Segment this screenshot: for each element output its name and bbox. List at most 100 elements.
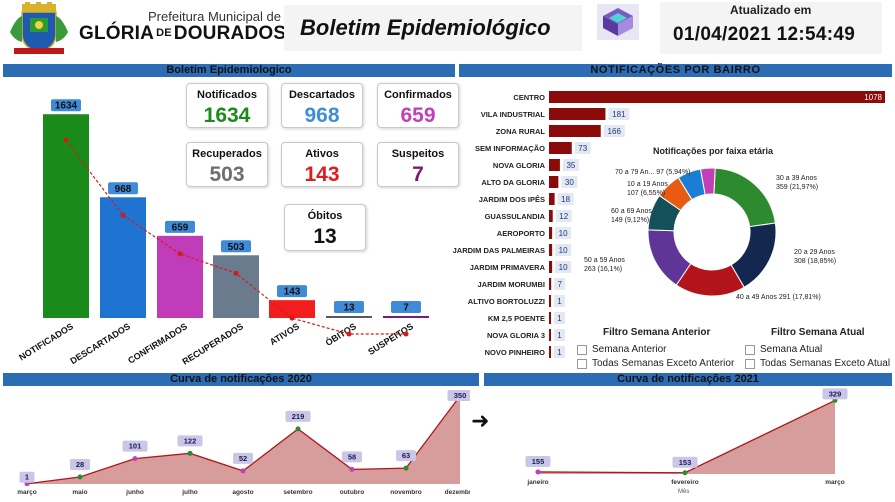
kpi-card-confirmados: Confirmados 659 [377,83,459,128]
bairro-bar [549,329,551,341]
trend-point [346,331,352,337]
donut-label: 70 a 79 An... 97 (5,94%) [615,169,691,176]
kpi-value: 1634 [203,104,251,127]
bar-value-label: 503 [228,242,245,253]
bairro-value-label: 30 [565,178,574,187]
kpi-card-suspeitos: Suspeitos 7 [377,142,459,187]
donut-label: 20 a 29 Anos 308 (18,85%) [794,249,836,265]
bairro-value-label: 10 [559,263,568,272]
bairro-bar [549,142,572,154]
bar-notificados [43,114,89,318]
kpi-card-notificados: Notificados 1634 [186,83,268,128]
curve-category-label: junho [125,489,144,496]
bairro-bar [549,176,559,188]
donut-label-line: 30 a 39 Anos [776,175,817,182]
kpi-value: 13 [313,225,337,248]
curve-point [403,465,409,471]
donut-label-line: 40 a 49 Anos 291 (17,81%) [736,294,821,301]
checkbox-icon[interactable] [745,358,755,369]
bairro-value-bg [603,125,625,137]
curve-category-label: março [825,479,845,486]
bairro-bar [549,193,555,205]
bairro-value-label: 12 [559,212,568,221]
cube-logo-icon [597,4,639,40]
curve-value-label: 329 [829,389,842,398]
curve-value-label: 63 [402,451,410,460]
bar-category-label: ATIVOS [268,321,301,347]
curve-value-bg [396,450,416,462]
bairro-label: VILA INDUSTRIAL [481,110,546,119]
bar-category-label: NOTIFICADOS [17,321,75,362]
curve-category-label: novembro [390,489,421,496]
donut-label: 40 a 49 Anos 291 (17,81%) [736,294,821,301]
section-bairros-title: NOTIFICAÇÕES POR BAIRRO [459,64,892,77]
bairro-label: ZONA RURAL [496,127,546,136]
header: Prefeitura Municipal de GLÓRIA DE DOURADOS… [0,0,895,58]
bairro-value-bg [554,346,565,358]
faixa-etaria-donut: 30 a 39 Anos 359 (21,97%) 20 a 29 Anos 308 … [584,167,836,301]
bairro-bar [549,91,885,103]
checkbox-icon[interactable] [577,358,587,369]
curve-value-label: 155 [532,457,545,466]
curve-value-label: 350 [454,391,467,400]
donut-label-line: 10 a 19 Anos [627,181,668,188]
curve-category-label: setembro [283,489,312,496]
bairro-label: NOVA GLORIA 3 [487,331,545,340]
bairro-value-label: 35 [566,161,575,170]
bairro-value-label: 1078 [864,93,882,102]
bar-value-label: 968 [115,184,132,195]
curve-point [295,426,301,432]
curve-point [349,466,355,472]
bar-óbitos [326,316,372,318]
kpi-label: Recuperados [192,148,262,160]
bairro-value-label: 10 [559,229,568,238]
curve-point [682,470,688,476]
curve-value-bg [525,455,551,467]
bairro-bar [549,227,553,239]
section-boletim-title: Boletim Epidemiologico [3,64,455,77]
bairro-value-bg [554,329,565,341]
bairro-value-bg [574,142,591,154]
boletim-bar-chart: 1634 NOTIFICADOS 968 DESCARTADOS 659 CONFIRMA… [17,99,429,367]
bairro-bar [549,244,553,256]
trend-point [233,270,239,276]
updated-value: 01/04/2021 12:54:49 [673,24,856,45]
bar-category-label: SUSPEITOS [366,321,415,357]
bairro-value-label: 1 [557,348,562,357]
bairro-label: GUASSULANDIA [485,212,546,221]
bar-value-label: 7 [403,303,409,314]
curve-value-bg [233,452,253,464]
curve-point [240,468,246,474]
bairro-value-bg [561,176,578,188]
curve-category-label: dezembro [445,489,470,496]
trend-point [120,212,126,218]
curve-category-label: agosto [232,489,253,496]
bairro-label: JARDIM PRIMAVERA [470,263,546,272]
curva-2021-chart: 155 janeiro 153 fevereiro 329 março [525,388,848,486]
kpi-label: Óbitos [307,210,343,222]
donut-label-line: 70 a 79 An... 97 (5,94%) [615,169,691,176]
filter-semana-anterior[interactable]: Semana Anterior [577,344,667,355]
filter-option-label: Todas Semanas Exceto Anterior [592,358,735,369]
bairro-label: ALTO DA GLORIA [481,178,545,187]
filter-todas-exceto-anterior[interactable]: Todas Semanas Exceto Anterior [577,358,734,369]
trend-point [177,251,183,257]
bairro-value-label: 7 [557,280,562,289]
kpi-label: Confirmados [384,89,452,101]
checkbox-icon[interactable] [745,344,755,355]
checkbox-icon[interactable] [577,344,587,355]
donut-label-line: 308 (18,85%) [794,258,836,265]
bar-label-bg [108,182,138,195]
bairro-bar [549,108,606,120]
donut-label-line: 20 a 29 Anos [794,249,835,256]
curve-point [77,474,83,480]
kpi-label: Ativos [305,148,339,160]
curve-area [27,396,460,484]
curve-value-bg [19,471,35,483]
filter-semana-atual[interactable]: Semana Atual [745,344,822,355]
filter-todas-exceto-atual[interactable]: Todas Semanas Exceto Atual [745,358,890,369]
bar-label-bg [391,301,421,313]
curve-point [132,456,138,462]
